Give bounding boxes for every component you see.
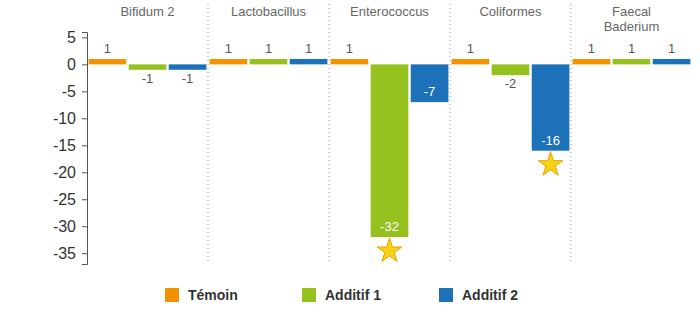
markers: [377, 152, 563, 262]
bar: [613, 59, 651, 64]
bar: [492, 64, 530, 75]
legend-label: Additif 1: [325, 287, 381, 303]
category-separator: [571, 4, 572, 264]
y-tick: -30: [53, 218, 87, 235]
category-separator: [329, 4, 330, 264]
y-tick-label: -5: [62, 83, 76, 100]
legend: Témoin Additif 1 Additif 2: [165, 287, 518, 303]
y-tick-mark: [82, 118, 87, 119]
data-label: -2: [505, 76, 517, 91]
y-tick: -25: [53, 191, 87, 208]
y-tick-mark: [82, 64, 87, 65]
legend-swatch: [439, 288, 453, 302]
y-tick-label: 0: [67, 56, 76, 73]
bar: [290, 59, 328, 64]
legend-label: Témoin: [188, 287, 238, 303]
legend-swatch: [165, 288, 179, 302]
chart: 5 0 -5 -10 -15 -20 -25 -30 -35 Bifidum 2 Lactobaci…: [0, 0, 700, 320]
bar: [89, 59, 127, 64]
y-axis-line: [82, 33, 88, 265]
y-tick-mark: [82, 253, 87, 254]
y-tick-label: -25: [53, 191, 76, 208]
category-label: Coliformes: [479, 4, 542, 19]
data-label: -7: [424, 84, 436, 99]
y-axis: 5 0 -5 -10 -15 -20 -25 -30 -35: [53, 29, 88, 264]
y-tick-label: 5: [67, 29, 76, 46]
y-tick-label: -15: [53, 137, 76, 154]
bar: [452, 59, 490, 64]
data-label: -1: [142, 71, 154, 86]
y-tick-label: -20: [53, 164, 76, 181]
y-tick: -15: [53, 137, 87, 154]
y-tick: 5: [67, 29, 87, 46]
bar: [331, 59, 369, 64]
y-tick-label: -35: [53, 245, 76, 262]
category-label: FaecalBaderium: [604, 4, 660, 34]
bar: [411, 64, 449, 102]
bar: [129, 64, 167, 69]
bar: [653, 59, 691, 64]
category-label: Enterococcus: [350, 4, 429, 19]
category-separator: [208, 4, 209, 264]
y-tick: -5: [62, 83, 87, 100]
data-label: 1: [225, 41, 232, 56]
bar: [169, 64, 207, 69]
legend-swatch: [302, 288, 316, 302]
significance-star: [377, 238, 402, 262]
bars: [89, 59, 691, 237]
y-tick: -10: [53, 110, 87, 127]
y-tick-mark: [82, 145, 87, 146]
separators: [208, 4, 571, 264]
y-tick-mark: [82, 37, 87, 38]
data-label: 1: [305, 41, 312, 56]
category-separator: [450, 4, 451, 264]
bar: [532, 64, 570, 150]
data-labels: 1 1 1 1 1 -1 1 -32 -2 1 -1 1 -7 -16 1: [104, 41, 675, 234]
category-label: Bifidum 2: [120, 4, 174, 19]
bar: [371, 64, 409, 237]
data-label: 1: [628, 41, 635, 56]
y-tick-mark: [82, 199, 87, 200]
data-label: -16: [541, 133, 560, 148]
bar: [210, 59, 248, 64]
y-tick-label: -10: [53, 110, 76, 127]
data-label: -32: [380, 219, 399, 234]
y-tick-mark: [82, 226, 87, 227]
y-tick: 0: [67, 56, 87, 73]
data-label: 1: [588, 41, 595, 56]
bar: [573, 59, 611, 64]
data-label: 1: [104, 41, 111, 56]
category-label: Lactobacillus: [231, 4, 307, 19]
y-tick-mark: [82, 91, 87, 92]
legend-label: Additif 2: [462, 287, 518, 303]
data-label: 1: [467, 41, 474, 56]
data-label: -1: [182, 71, 194, 86]
data-label: 1: [668, 41, 675, 56]
significance-star: [538, 152, 563, 176]
y-tick: -35: [53, 245, 87, 262]
data-label: 1: [346, 41, 353, 56]
data-label: 1: [265, 41, 272, 56]
y-tick: -20: [53, 164, 87, 181]
bar: [250, 59, 288, 64]
category-labels: Bifidum 2 Lactobacillus Enterococcus Colifo…: [120, 4, 659, 34]
y-tick-mark: [82, 172, 87, 173]
y-tick-label: -30: [53, 218, 76, 235]
